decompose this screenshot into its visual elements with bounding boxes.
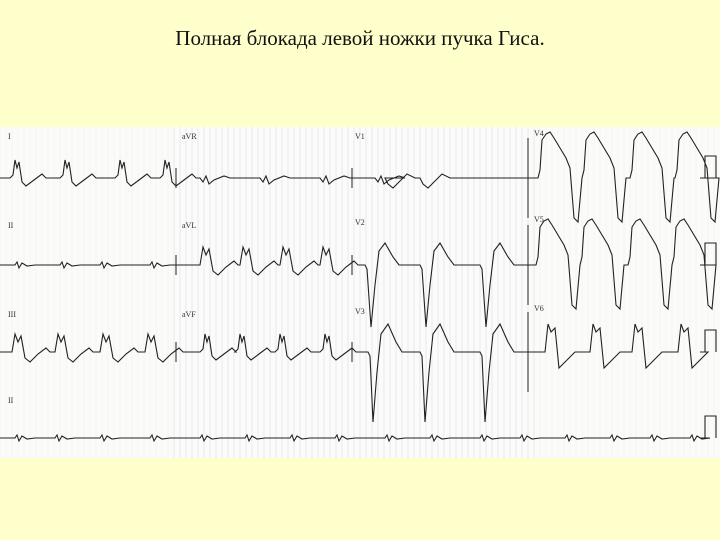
lead-label: V6 [534, 304, 544, 313]
ecg-trace-row [0, 218, 717, 328]
lead-label: aVR [182, 132, 197, 141]
lead-label: V1 [355, 132, 365, 141]
lead-label: III [8, 310, 16, 319]
ecg-trace-row [0, 131, 720, 224]
lead-labels: I aVR V1 V4 II aVL V2 V5 III aVF V3 V6 I… [8, 129, 544, 405]
ecg-trace-row [0, 415, 717, 443]
lead-label: aVL [182, 221, 196, 230]
ecg-grid [0, 127, 715, 458]
ecg-recording-image: I aVR V1 V4 II aVL V2 V5 III aVF V3 V6 I… [0, 127, 720, 458]
lead-label: V2 [355, 218, 365, 227]
lead-label: I [8, 132, 11, 141]
slide-title: Полная блокада левой ножки пучка Гиса. [175, 26, 545, 50]
lead-label: aVF [182, 310, 196, 319]
ecg-trace-row [0, 322, 717, 423]
lead-label: II [8, 396, 14, 405]
lead-label: V3 [355, 307, 365, 316]
ecg-traces [0, 131, 720, 443]
lead-label: II [8, 221, 14, 230]
lead-label: V5 [534, 215, 544, 224]
lead-label: V4 [534, 129, 544, 138]
